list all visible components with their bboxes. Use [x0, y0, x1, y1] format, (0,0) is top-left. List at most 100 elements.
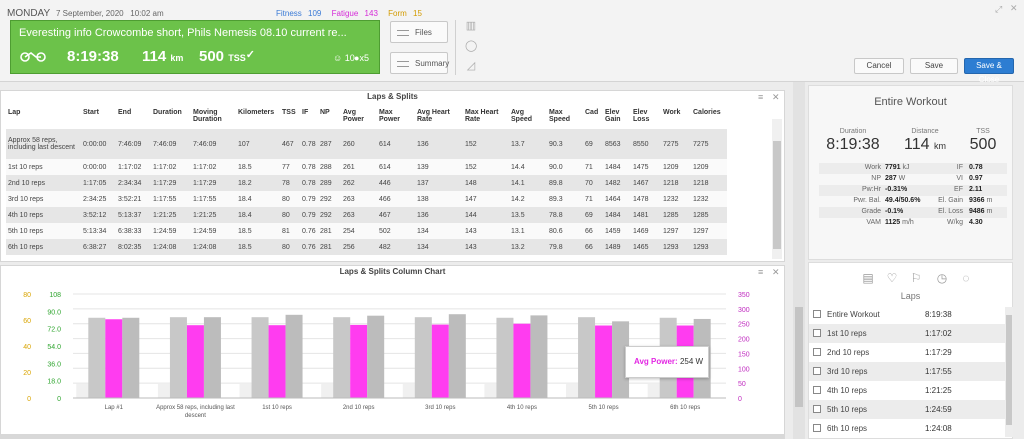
bar[interactable]: [157, 384, 171, 398]
column-header[interactable]: Calories: [693, 109, 721, 116]
lap-checkbox[interactable]: [813, 329, 821, 337]
column-header[interactable]: Cad: [585, 109, 599, 116]
table-row[interactable]: 2nd 10 reps 1:17:05 2:34:34 1:17:29 1:17:29 1…: [6, 175, 727, 191]
workout-title[interactable]: Everesting info Crowcombe short, Phils N…: [19, 27, 347, 39]
bar-chart-icon[interactable]: ▥: [465, 20, 477, 32]
lap-checkbox[interactable]: [813, 386, 821, 394]
column-header[interactable]: Avg Power: [343, 109, 365, 123]
chart-close-icon[interactable]: ✕: [772, 267, 780, 277]
lap-list-item[interactable]: 3rd 10 reps 1:17:55: [809, 362, 1005, 381]
horizontal-scrollbar[interactable]: [0, 434, 785, 439]
laps-table-scrollbar[interactable]: [772, 119, 782, 259]
bar[interactable]: [105, 319, 123, 398]
bar[interactable]: [484, 384, 498, 398]
column-header[interactable]: Duration: [153, 109, 182, 116]
lap-list-item[interactable]: 5th 10 reps 1:24:59: [809, 400, 1005, 419]
bar[interactable]: [448, 314, 466, 398]
close-icon[interactable]: ✕: [1010, 3, 1018, 13]
column-header[interactable]: Elev Loss: [633, 109, 650, 123]
bar[interactable]: [169, 317, 187, 398]
bar[interactable]: [496, 317, 514, 398]
lap-checkbox[interactable]: [813, 310, 821, 318]
smiley-count[interactable]: ☺ 10: [333, 53, 355, 63]
bar[interactable]: [239, 384, 253, 398]
bar[interactable]: [612, 321, 630, 398]
bar[interactable]: [268, 325, 286, 398]
comments-count[interactable]: ●x5: [354, 53, 369, 63]
lap-checkbox[interactable]: [813, 348, 821, 356]
column-header[interactable]: Max Speed: [549, 109, 571, 123]
heart-icon[interactable]: ♡: [886, 271, 898, 285]
bar[interactable]: [251, 317, 269, 398]
lap-checkbox[interactable]: [813, 424, 821, 432]
circle-icon[interactable]: ◌: [962, 271, 970, 285]
bar[interactable]: [333, 317, 351, 398]
table-row[interactable]: 6th 10 reps 6:38:27 8:02:35 1:24:08 1:24:08 1…: [6, 239, 727, 255]
files-button[interactable]: Files: [390, 21, 448, 43]
bar[interactable]: [414, 317, 432, 398]
table-row[interactable]: 1st 10 reps 0:00:00 1:17:02 1:17:02 1:17:02 1…: [6, 159, 727, 175]
bar[interactable]: [186, 325, 204, 398]
column-header[interactable]: Max Heart Rate: [465, 109, 499, 123]
bar[interactable]: [88, 317, 106, 398]
column-header[interactable]: Avg Speed: [511, 109, 533, 123]
table-row[interactable]: 5th 10 reps 5:13:34 6:38:33 1:24:59 1:24:59 1…: [6, 223, 727, 239]
notes-icon[interactable]: ▤: [862, 271, 874, 285]
column-header[interactable]: Lap: [8, 109, 21, 116]
bar[interactable]: [321, 384, 335, 398]
column-header[interactable]: NP: [320, 109, 330, 116]
bar[interactable]: [203, 317, 221, 398]
bar[interactable]: [367, 315, 385, 398]
lap-checkbox[interactable]: [813, 367, 821, 375]
summary-button[interactable]: Summary: [390, 52, 449, 74]
main-scrollbar[interactable]: [793, 82, 805, 439]
bar[interactable]: [402, 384, 416, 398]
bar[interactable]: [530, 315, 548, 398]
column-header[interactable]: Start: [83, 109, 99, 116]
laps-list-scrollbar-thumb[interactable]: [1006, 315, 1012, 425]
column-header[interactable]: Kilometers: [238, 109, 275, 116]
bar[interactable]: [566, 384, 580, 398]
save-button[interactable]: Save: [910, 58, 958, 74]
bar[interactable]: [578, 317, 596, 398]
comment-bubble-icon[interactable]: ◯: [465, 40, 478, 52]
laps-column-chart[interactable]: 0 20 40 60 80 0 18.0 36.0 54.0 72.0 90.0 108 0 50 100 1…: [1, 278, 786, 428]
lap-list-item[interactable]: 4th 10 reps 1:21:25: [809, 381, 1005, 400]
scrollbar-thumb[interactable]: [773, 141, 781, 249]
lap-list-item[interactable]: 2nd 10 reps 1:17:29: [809, 343, 1005, 362]
bar[interactable]: [350, 324, 368, 398]
bar[interactable]: [513, 323, 531, 398]
bar[interactable]: [122, 317, 140, 398]
table-row[interactable]: 4th 10 reps 3:52:12 5:13:37 1:21:25 1:21:25 1…: [6, 207, 727, 223]
workout-summary-card[interactable]: Everesting info Crowcombe short, Phils N…: [10, 20, 380, 74]
column-header[interactable]: TSS: [282, 109, 296, 116]
cancel-button[interactable]: Cancel: [854, 58, 904, 74]
bar[interactable]: [285, 314, 303, 398]
lap-checkbox[interactable]: [813, 405, 821, 413]
column-header[interactable]: IF: [302, 109, 309, 116]
graph-icon[interactable]: ◿: [466, 60, 476, 72]
main-scrollbar-thumb[interactable]: [795, 307, 803, 407]
column-header[interactable]: Elev Gain: [605, 109, 621, 123]
bar[interactable]: [647, 384, 661, 398]
chart-menu-icon[interactable]: ≡: [758, 267, 764, 277]
save-close-button[interactable]: Save & Close: [964, 58, 1014, 84]
laps-list-scrollbar[interactable]: [1005, 307, 1013, 437]
column-header[interactable]: Avg Heart Rate: [417, 109, 450, 123]
column-header[interactable]: End: [118, 109, 132, 116]
panel-close-icon[interactable]: ✕: [772, 92, 780, 102]
lap-list-item[interactable]: Entire Workout 8:19:38: [809, 305, 1005, 324]
column-header[interactable]: Moving Duration: [193, 109, 222, 123]
column-header[interactable]: Work: [663, 109, 681, 116]
timer-icon[interactable]: ◷: [936, 271, 948, 285]
panel-menu-icon[interactable]: ≡: [758, 92, 764, 102]
table-row[interactable]: 3rd 10 reps 2:34:25 3:52:21 1:17:55 1:17:55 1…: [6, 191, 727, 207]
bar[interactable]: [595, 325, 613, 398]
bar[interactable]: [431, 324, 449, 398]
lap-list-item[interactable]: 6th 10 reps 1:24:08: [809, 419, 1005, 438]
lap-list-item[interactable]: 1st 10 reps 1:17:02: [809, 324, 1005, 343]
laps-icon[interactable]: ⚐: [910, 271, 922, 285]
column-header[interactable]: Max Power: [379, 109, 401, 123]
expand-icon[interactable]: ⤢: [995, 4, 1003, 14]
bar[interactable]: [76, 383, 90, 398]
